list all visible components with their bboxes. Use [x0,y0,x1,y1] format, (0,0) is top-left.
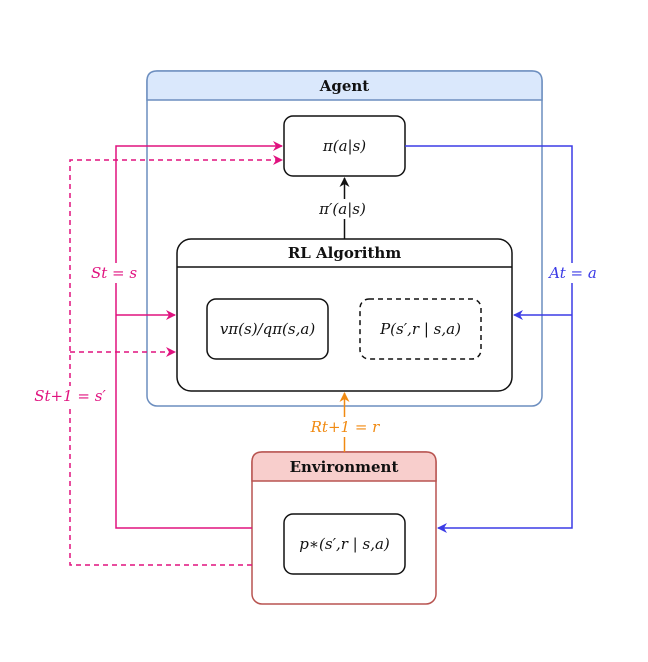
edge-action: At = a [405,145,600,533]
model-label: P(s′,r | s,a) [379,320,461,338]
edge-label-state: St = s [91,264,137,282]
edge-label-policy-update: π′(a|s) [318,200,366,218]
agent-title: Agent [319,77,370,95]
value-function-node: vπ(s)/qπ(s,a) [206,298,329,360]
dynamics-label: p∗(s′,r | s,a) [299,535,390,553]
edge-label-action: At = a [547,264,597,282]
edge-next-state: St+1 = s′ [30,155,283,566]
environment-title: Environment [290,458,399,476]
edge-policy-update: π′(a|s) [316,177,369,239]
edge-reward: Rt+1 = r [308,392,382,452]
rl-algorithm-title: RL Algorithm [288,244,402,262]
value-function-label: vπ(s)/qπ(s,a) [220,320,316,338]
policy-label: π(a|s) [322,137,366,155]
edge-state: St = s [88,141,283,529]
edge-label-reward: Rt+1 = r [310,418,381,436]
dynamics-node: p∗(s′,r | s,a) [283,513,406,575]
edge-label-next-state: St+1 = s′ [34,387,106,405]
policy-node: π(a|s) [283,115,406,177]
model-node: P(s′,r | s,a) [359,298,482,360]
